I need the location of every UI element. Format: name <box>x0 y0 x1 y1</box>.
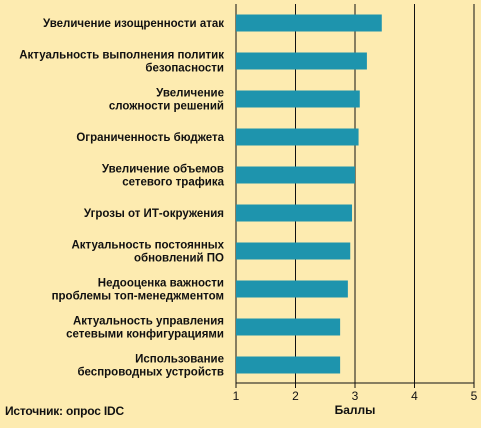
x-tick-label-4: 4 <box>411 389 418 403</box>
x-tick-label-1: 1 <box>233 389 240 403</box>
category-label-9-line-0: Использование <box>135 354 224 366</box>
bar-1 <box>236 52 367 70</box>
x-tick-label-2: 2 <box>292 389 299 403</box>
x-tick-label-3: 3 <box>352 389 359 403</box>
x-axis-label: Баллы <box>335 403 376 417</box>
x-tick-label-5: 5 <box>471 389 478 403</box>
bar-4 <box>236 166 355 184</box>
bar-0 <box>236 14 382 32</box>
category-label-7-line-0: Недооценка важности <box>98 278 224 290</box>
category-label-6-line-1: обновлений ПО <box>134 253 224 265</box>
bar-7 <box>236 280 348 298</box>
category-label-7-line-1: проблемы топ-менеджментом <box>52 291 224 303</box>
bar-8 <box>236 318 341 336</box>
x-axis <box>235 382 475 388</box>
category-labels: Увеличение изощренности атак Актуальность… <box>19 18 224 379</box>
bar-6 <box>236 242 351 260</box>
category-label-5-line-0: Угрозы от ИТ-окружения <box>84 208 224 220</box>
x-tick-labels: 1 2 3 4 5 <box>233 389 478 403</box>
category-label-9-line-1: беспроводных устройств <box>77 367 224 379</box>
category-label-2-line-1: сложности решений <box>109 101 224 113</box>
bar-3 <box>236 128 359 146</box>
category-label-4-line-0: Увеличение объемов <box>102 164 224 176</box>
bar-2 <box>236 90 360 108</box>
category-label-0-line-0: Увеличение изощренности атак <box>43 18 224 30</box>
category-label-3-line-0: Ограниченность бюджета <box>76 132 224 144</box>
category-label-6-line-0: Актуальность постоянных <box>72 240 225 252</box>
source-note: Источник: опрос IDC <box>5 404 124 418</box>
bar-5 <box>236 204 353 222</box>
bars <box>236 14 382 374</box>
category-label-1-line-1: безопасности <box>145 63 224 75</box>
category-label-4-line-1: сетевого трафика <box>122 177 224 189</box>
bar-9 <box>236 356 341 374</box>
category-label-2-line-0: Увеличение <box>156 88 224 100</box>
category-label-8-line-1: сетевыми конфигурациями <box>66 329 224 341</box>
category-label-1-line-0: Актуальность выполнения политик <box>19 50 224 62</box>
category-label-8-line-0: Актуальность управления <box>73 316 224 328</box>
